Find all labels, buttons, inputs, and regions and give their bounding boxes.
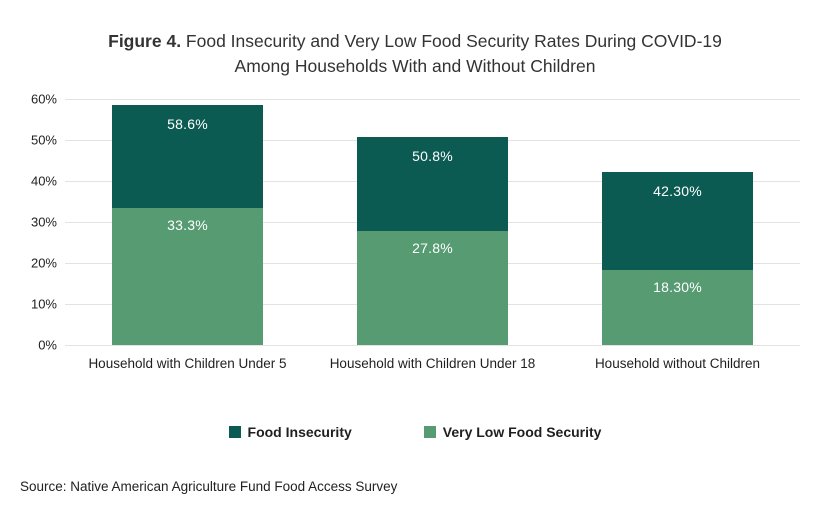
legend-swatch-icon <box>423 426 436 438</box>
legend-item: Food Insecurity <box>228 424 352 440</box>
gridline <box>65 99 800 100</box>
y-axis-tick-label: 50% <box>30 132 57 148</box>
x-axis-category-label: Household without Children <box>594 356 761 371</box>
source-note: Source: Native American Agriculture Fund… <box>20 479 398 494</box>
x-axis-category-label: Household with Children Under 5 <box>88 356 287 371</box>
y-axis-tick-label: 40% <box>30 173 57 189</box>
bar-value-label-very-low-food-security: 18.30% <box>653 278 702 295</box>
y-axis-tick-label: 20% <box>30 255 57 271</box>
plot-area: 58.6% 33.3% 50.8% 27.8% 42.30% 18.30% 0% 10% 20… <box>31 92 800 353</box>
chart-title-line1-text: Food Insecurity and Very Low Food Securi… <box>181 31 722 51</box>
bar-value-label-food-insecurity: 50.8% <box>412 147 453 164</box>
x-axis-category-label: Household with Children Under 18 <box>329 356 536 371</box>
figure-number-label: Figure 4. <box>108 31 182 51</box>
gridline <box>65 345 800 346</box>
bars-container: 58.6% 33.3% 50.8% 27.8% 42.30% 18.30% <box>65 99 800 345</box>
chart-title-line2: Among Households With and Without Childr… <box>234 56 596 76</box>
y-axis-tick-label: 60% <box>30 91 57 107</box>
bar-group: 50.8% 27.8% <box>310 99 555 345</box>
bar-food-insecurity: 42.30% 18.30% <box>602 171 753 345</box>
legend: Food Insecurity Very Low Food Security <box>0 424 830 440</box>
bar-value-label-food-insecurity: 42.30% <box>653 182 702 199</box>
bar-very-low-food-security: 33.3% <box>112 208 263 345</box>
legend-swatch-icon <box>228 426 241 438</box>
bar-food-insecurity: 50.8% 27.8% <box>357 136 508 345</box>
y-axis-tick-label: 10% <box>30 296 57 312</box>
bar-very-low-food-security: 27.8% <box>357 231 508 345</box>
bar-value-label-very-low-food-security: 27.8% <box>412 240 453 257</box>
x-axis-labels: Household with Children Under 5 Household… <box>65 356 800 371</box>
bar-value-label-very-low-food-security: 33.3% <box>167 217 208 234</box>
bar-very-low-food-security: 18.30% <box>602 269 753 345</box>
chart-title-line1: Figure 4. Food Insecurity and Very Low F… <box>0 29 830 54</box>
bar-food-insecurity: 58.6% 33.3% <box>112 104 263 345</box>
legend-label: Food Insecurity <box>247 424 352 440</box>
legend-label: Very Low Food Security <box>442 424 602 440</box>
bar-group: 58.6% 33.3% <box>65 99 310 345</box>
y-axis-tick-label: 0% <box>38 337 57 353</box>
y-axis-tick-label: 30% <box>30 214 57 230</box>
bar-group: 42.30% 18.30% <box>555 99 800 345</box>
chart-title: Figure 4. Food Insecurity and Very Low F… <box>0 29 830 79</box>
legend-item: Very Low Food Security <box>423 424 602 440</box>
bar-value-label-food-insecurity: 58.6% <box>167 115 208 132</box>
